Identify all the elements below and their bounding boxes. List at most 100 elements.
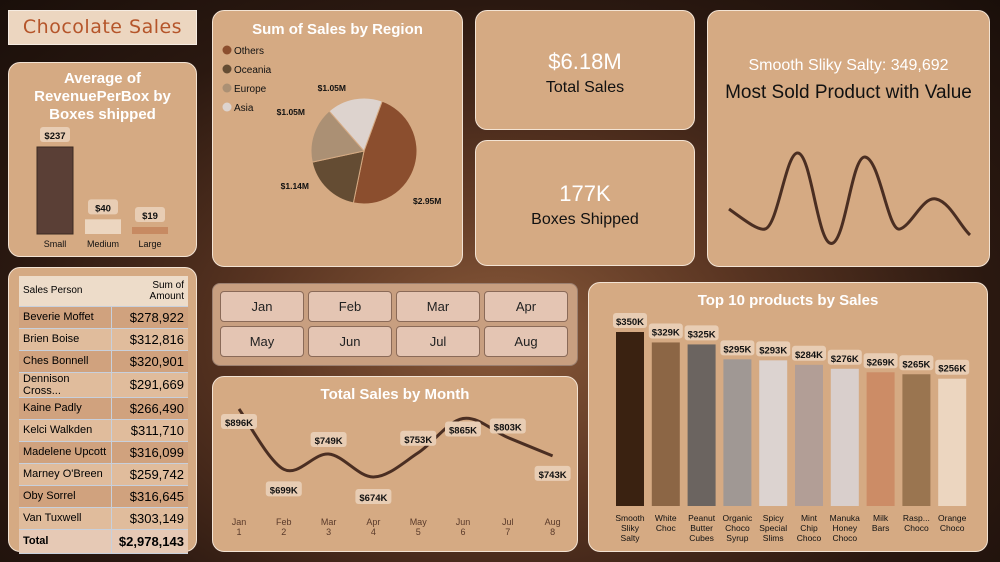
sales-person-name: Brien Boise bbox=[19, 328, 112, 350]
sales-amount: $320,901 bbox=[111, 350, 188, 372]
month-point-label-bg bbox=[489, 418, 526, 434]
avg-bar-label: $19 bbox=[142, 211, 158, 222]
most-sold-label: Most Sold Product with Value bbox=[725, 82, 972, 103]
legend-marker-europe bbox=[222, 83, 232, 93]
table-row[interactable]: Ches Bonnell $320,901 bbox=[19, 350, 188, 372]
avg-x-label: Small bbox=[44, 239, 67, 249]
month-button-jan[interactable]: Jan bbox=[220, 291, 304, 322]
sales-person-name: Ches Bonnell bbox=[19, 350, 112, 372]
product-bar bbox=[938, 378, 967, 506]
sales-person-table-card: Sales Person Sum of Amount Beverie Moffe… bbox=[8, 267, 197, 553]
month-point-label: $743K bbox=[539, 470, 567, 481]
product-bar-label-bg bbox=[756, 341, 791, 357]
x-tick-number: 7 bbox=[505, 527, 510, 537]
product-bar-label: $295K bbox=[723, 344, 751, 355]
avg-bar-large bbox=[132, 227, 168, 234]
sales-by-month-card: Total Sales by Month $896K Jan 1 $699K Feb 2 $… bbox=[212, 376, 578, 552]
table-row[interactable]: Oby Sorrel $316,645 bbox=[19, 485, 188, 507]
sales-person-name: Dennison Cross... bbox=[19, 372, 112, 397]
most-sold-card: Smooth Sliky Salty: 349,692 Most Sold Pr… bbox=[707, 10, 990, 267]
avg-bar-label: $237 bbox=[44, 131, 65, 142]
avg-bar-small bbox=[36, 146, 74, 235]
region-title: Sum of Sales by Region bbox=[252, 21, 423, 38]
table-row[interactable]: Madelene Upcott $316,099 bbox=[19, 441, 188, 463]
total-row: Total $2,978,143 bbox=[19, 529, 188, 553]
legend-marker-oceania bbox=[222, 64, 232, 74]
col-sales-person[interactable]: Sales Person bbox=[19, 276, 112, 306]
product-bar-label: $265K bbox=[902, 359, 930, 370]
sales-amount: $303,149 bbox=[111, 507, 188, 529]
product-bar-label: $284K bbox=[795, 350, 823, 361]
avg-revenue-title: Average of RevenuePerBox by Boxes shippe… bbox=[34, 70, 171, 123]
product-bar bbox=[651, 342, 680, 506]
sales-person-name: Beverie Moffet bbox=[19, 306, 112, 328]
total-label: Total bbox=[19, 529, 112, 553]
x-tick-number: 8 bbox=[550, 527, 555, 537]
x-tick-number: 1 bbox=[236, 527, 241, 537]
product-bar-label-bg bbox=[720, 340, 755, 356]
month-button-jul[interactable]: Jul bbox=[396, 326, 480, 357]
legend-item-oceania: Oceania bbox=[234, 65, 272, 76]
legend-item-europe: Europe bbox=[234, 84, 267, 95]
table-row[interactable]: Marney O'Breen $259,742 bbox=[19, 463, 188, 485]
sales-amount: $266,490 bbox=[111, 397, 188, 419]
product-x-label: Manuka Honey Choco bbox=[830, 513, 861, 543]
avg-bar-label: $40 bbox=[95, 203, 111, 214]
product-bar bbox=[759, 360, 788, 506]
total-sales-label: Total Sales bbox=[545, 79, 625, 96]
sales-person-name: Madelene Upcott bbox=[19, 441, 112, 463]
table-row[interactable]: Brien Boise $312,816 bbox=[19, 328, 188, 350]
x-tick-number: 2 bbox=[281, 527, 286, 537]
product-bar bbox=[866, 372, 895, 506]
product-x-label: Mint Chip Choco bbox=[797, 513, 822, 543]
product-x-label: Peanut Butter Cubes bbox=[688, 513, 716, 543]
pie-slice-others bbox=[352, 100, 418, 205]
sales-person-name: Van Tuxwell bbox=[19, 507, 112, 529]
avg-revenue-card: Average of RevenuePerBox by Boxes shippe… bbox=[8, 62, 197, 257]
product-bar-label-bg bbox=[899, 355, 934, 371]
sales-amount: $278,922 bbox=[111, 306, 188, 328]
avg-bar-label-bg bbox=[135, 207, 165, 223]
x-tick-number: 3 bbox=[326, 527, 331, 537]
x-tick-month: Jul bbox=[502, 517, 514, 527]
most-sold-sparkline bbox=[728, 151, 972, 245]
product-bar-label-bg bbox=[684, 325, 719, 341]
product-x-label: Rasp... Choco bbox=[903, 513, 930, 533]
col-sum-amount[interactable]: Sum of Amount bbox=[111, 276, 188, 306]
month-point-label-bg bbox=[310, 432, 347, 448]
product-bar-label: $276K bbox=[831, 354, 859, 365]
total-sales-card: $6.18M Total Sales bbox=[475, 10, 695, 130]
sales-person-name: Oby Sorrel bbox=[19, 485, 112, 507]
pie-slice-asia bbox=[328, 97, 383, 152]
month-button-may[interactable]: May bbox=[220, 326, 304, 357]
product-x-label: Milk Bars bbox=[872, 513, 889, 533]
product-bar-label: $329K bbox=[652, 327, 680, 338]
sales-amount: $312,816 bbox=[111, 328, 188, 350]
month-button-feb[interactable]: Feb bbox=[308, 291, 392, 322]
table-row[interactable]: Beverie Moffet $278,922 bbox=[19, 306, 188, 328]
month-point-label: $674K bbox=[359, 493, 387, 504]
table-row[interactable]: Van Tuxwell $303,149 bbox=[19, 507, 188, 529]
sales-line bbox=[237, 408, 554, 479]
legend-marker-asia bbox=[222, 102, 232, 112]
product-bar bbox=[687, 344, 716, 506]
sales-amount: $291,669 bbox=[111, 372, 188, 397]
month-button-apr[interactable]: Apr bbox=[484, 291, 568, 322]
table-row[interactable]: Dennison Cross... $291,669 bbox=[19, 372, 188, 397]
product-bar-label: $293K bbox=[759, 345, 787, 356]
month-button-jun[interactable]: Jun bbox=[308, 326, 392, 357]
x-tick-month: May bbox=[410, 517, 428, 527]
month-button-mar[interactable]: Mar bbox=[396, 291, 480, 322]
product-bar bbox=[830, 368, 859, 506]
sales-person-name: Marney O'Breen bbox=[19, 463, 112, 485]
product-bar-label: $325K bbox=[688, 329, 716, 340]
avg-bar-medium bbox=[85, 219, 121, 234]
product-bar-label: $350K bbox=[616, 317, 644, 328]
product-bar bbox=[723, 359, 752, 506]
table-row[interactable]: Kaine Padly $266,490 bbox=[19, 397, 188, 419]
month-button-aug[interactable]: Aug bbox=[484, 326, 568, 357]
x-tick-month: Jan bbox=[232, 517, 247, 527]
month-point-label-bg bbox=[355, 489, 392, 504]
legend-item-others: Others bbox=[234, 46, 264, 57]
table-row[interactable]: Kelci Walkden $311,710 bbox=[19, 419, 188, 441]
